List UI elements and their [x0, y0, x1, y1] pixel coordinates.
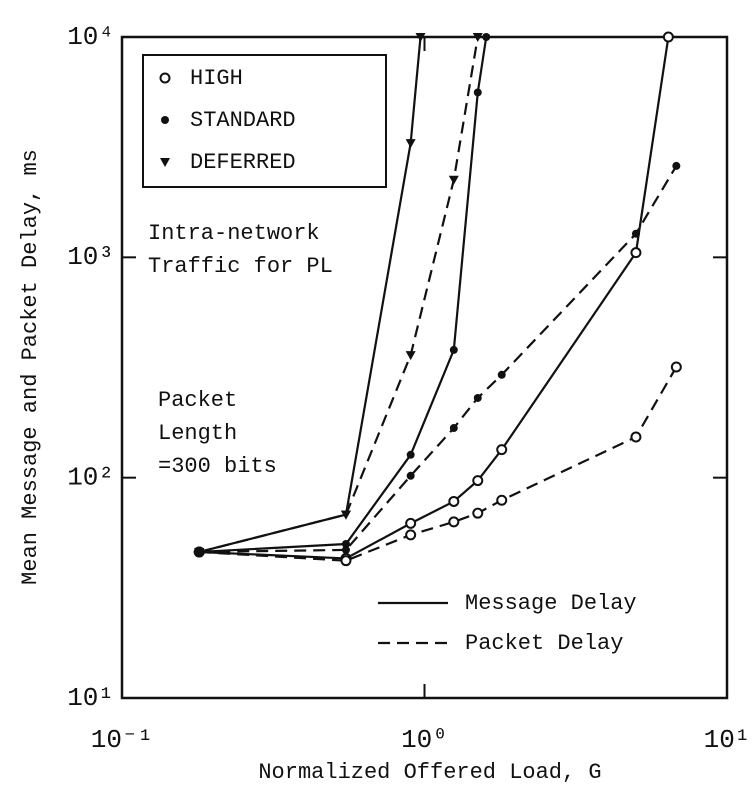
y-tick-label: 10¹ — [67, 683, 114, 713]
data-marker — [405, 139, 416, 149]
data-marker — [448, 516, 460, 528]
delay-line — [199, 366, 678, 562]
y-tick-label: 10² — [67, 463, 114, 493]
annotation: Length — [158, 421, 237, 446]
legend-label: DEFERRED — [190, 150, 296, 175]
data-marker — [473, 393, 482, 402]
x-axis-label: Normalized Offered Load, G — [258, 760, 601, 785]
data-marker — [406, 471, 415, 480]
data-marker — [630, 247, 642, 259]
data-marker — [496, 444, 508, 456]
data-marker — [194, 547, 205, 557]
data-marker — [340, 555, 352, 567]
data-marker — [405, 351, 416, 361]
data-marker — [631, 229, 640, 238]
data-marker — [472, 507, 484, 519]
data-marker — [472, 33, 483, 42]
delay-line — [198, 36, 422, 554]
data-marker — [670, 361, 682, 373]
legend-marker — [159, 72, 171, 84]
data-marker — [340, 510, 351, 520]
data-marker — [405, 529, 417, 541]
annotation: Intra-network — [148, 221, 320, 246]
legend-marker — [160, 158, 170, 167]
annotation: Packet — [158, 388, 237, 413]
delay-line — [199, 36, 488, 554]
legend-box — [142, 54, 387, 188]
delay-line — [199, 165, 678, 554]
data-marker — [482, 33, 491, 41]
y-axis-label: Mean Message and Packet Delay, ms — [18, 149, 43, 585]
data-marker — [449, 345, 458, 354]
y-tick-label: 10³ — [67, 242, 114, 272]
x-tick-label: 10⁻¹ — [91, 725, 153, 755]
legend-label: Message Delay — [465, 591, 637, 616]
data-marker — [405, 517, 417, 529]
data-marker — [672, 161, 681, 170]
annotation: =300 bits — [158, 454, 277, 479]
legend-label: STANDARD — [190, 108, 296, 133]
data-marker — [448, 495, 460, 507]
data-marker — [406, 450, 415, 459]
data-marker — [415, 33, 426, 42]
data-marker — [496, 494, 508, 506]
legend-marker — [161, 116, 169, 124]
legend-label: Packet Delay — [465, 631, 623, 656]
data-marker — [472, 475, 484, 487]
data-marker — [630, 431, 642, 443]
data-marker — [473, 88, 482, 97]
data-marker — [341, 545, 350, 554]
legend-label: HIGH — [190, 66, 243, 91]
data-marker — [497, 370, 506, 379]
x-tick-label: 10¹ — [704, 725, 751, 755]
data-marker — [448, 175, 459, 185]
data-marker — [662, 31, 674, 43]
delay-line — [199, 36, 670, 560]
data-marker — [449, 424, 458, 433]
data-marker — [341, 539, 350, 548]
y-tick-label: 10⁴ — [67, 22, 114, 52]
annotation: Traffic for PL — [148, 254, 333, 279]
x-tick-label: 10⁰ — [401, 725, 448, 755]
